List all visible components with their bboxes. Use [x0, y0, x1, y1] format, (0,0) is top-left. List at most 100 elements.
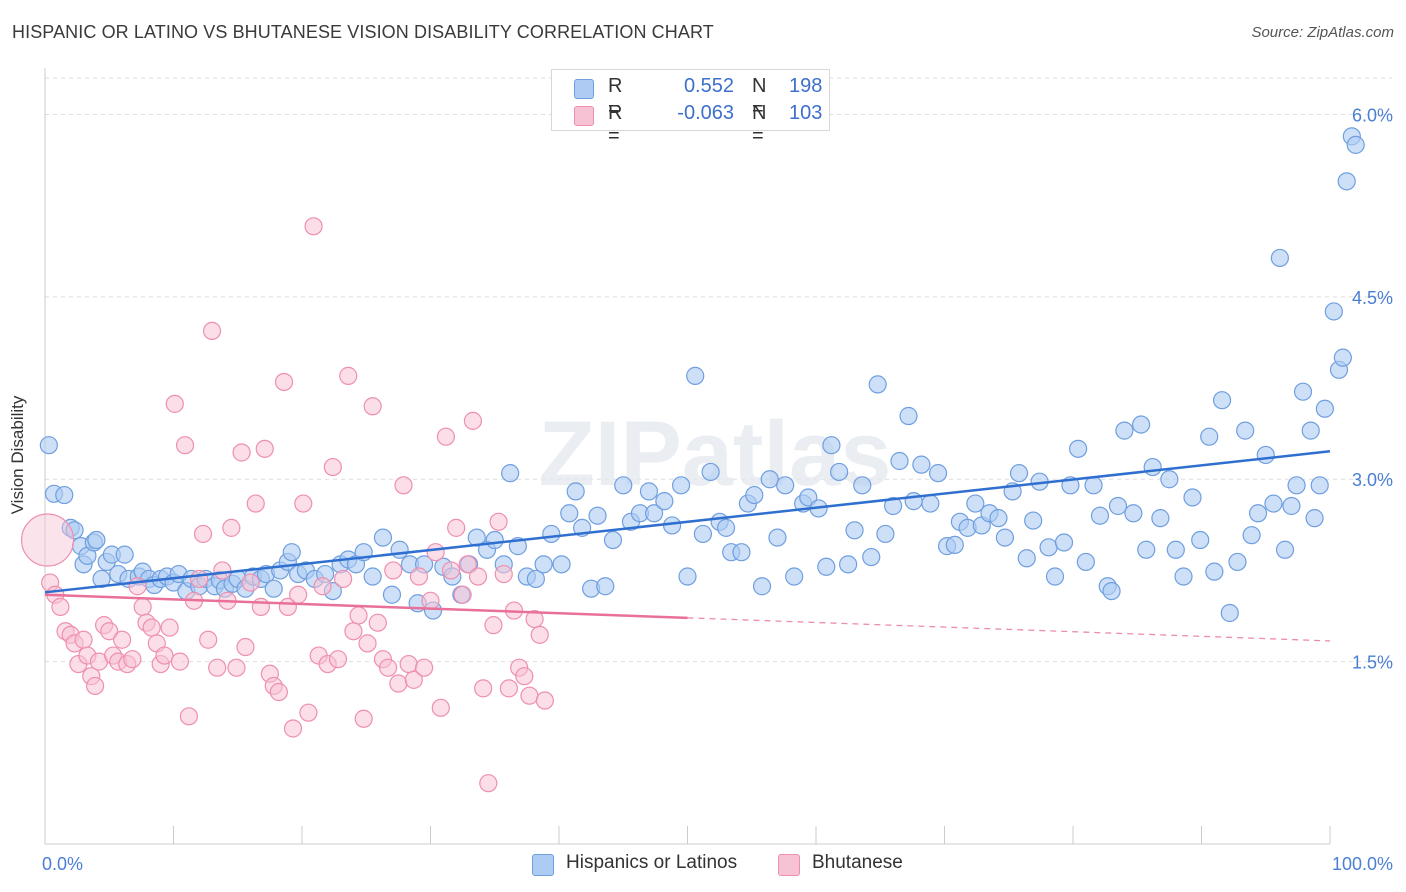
- bhutanese-points: [20, 217, 554, 793]
- data-point-hispanic: [839, 555, 858, 574]
- data-point-hispanic: [732, 543, 751, 562]
- data-point-hispanic: [282, 543, 301, 562]
- data-point-hispanic: [1337, 172, 1356, 191]
- data-point-bhutanese: [499, 679, 518, 698]
- data-point-bhutanese: [236, 637, 255, 657]
- data-point-hispanic: [1115, 421, 1134, 440]
- source-label: Source: ZipAtlas.com: [1251, 24, 1394, 41]
- legend-n-value: 198: [789, 75, 823, 97]
- data-point-hispanic: [534, 555, 553, 574]
- data-point-hispanic: [868, 375, 887, 394]
- data-point-hispanic: [662, 516, 682, 535]
- data-point-hispanic: [745, 485, 764, 505]
- data-point-hispanic: [966, 494, 985, 513]
- data-point-hispanic: [822, 436, 841, 455]
- data-point-hispanic: [526, 569, 545, 589]
- data-point-hispanic: [588, 506, 607, 525]
- data-point-hispanic: [1270, 248, 1289, 268]
- data-point-bhutanese: [299, 703, 318, 722]
- data-point-bhutanese: [20, 513, 75, 567]
- data-point-hispanic: [1191, 530, 1210, 550]
- data-point-bhutanese: [530, 625, 549, 644]
- data-point-hispanic: [1324, 302, 1343, 321]
- data-point-bhutanese: [363, 397, 382, 416]
- x-tick-label-min: 0.0%: [42, 854, 83, 874]
- bottom-legend-swatch-pink: [778, 854, 800, 876]
- data-point-bhutanese: [453, 585, 472, 604]
- data-point-hispanic: [853, 476, 872, 495]
- data-point-bhutanese: [165, 394, 184, 413]
- data-point-hispanic: [1108, 496, 1128, 516]
- data-point-hispanic: [1076, 552, 1095, 572]
- data-point-hispanic: [912, 455, 931, 474]
- data-point-hispanic: [39, 436, 58, 455]
- data-point-hispanic: [1242, 526, 1261, 545]
- data-point-hispanic: [1200, 427, 1219, 446]
- data-point-bhutanese: [354, 709, 373, 728]
- data-point-hispanic: [55, 485, 74, 505]
- data-point-hispanic: [501, 464, 520, 483]
- trend-line-bhutanese: [44, 593, 688, 620]
- data-point-bhutanese: [515, 667, 534, 686]
- data-point-bhutanese: [202, 321, 222, 341]
- data-point-hispanic: [678, 567, 697, 586]
- data-point-hispanic: [1069, 439, 1088, 458]
- data-point-hispanic: [1160, 470, 1179, 489]
- data-point-bhutanese: [179, 707, 199, 726]
- data-point-bhutanese: [468, 567, 488, 586]
- data-point-hispanic: [1017, 549, 1036, 568]
- data-point-bhutanese: [358, 634, 377, 653]
- axes: [44, 68, 1331, 845]
- data-point-hispanic: [1301, 421, 1320, 440]
- bottom-legend-label: Hispanics or Latinos: [566, 852, 738, 873]
- chart-title: HISPANIC OR LATINO VS BHUTANESE VISION D…: [12, 22, 714, 42]
- data-point-hispanic: [1124, 504, 1143, 523]
- data-point-bhutanese: [251, 597, 270, 617]
- bottom-legend-label: Bhutanese: [812, 852, 903, 873]
- legend-swatch-pink: [574, 106, 594, 126]
- data-point-bhutanese: [389, 674, 408, 693]
- data-point-hispanic: [382, 585, 402, 604]
- data-point-hispanic: [560, 504, 579, 523]
- data-point-hispanic: [1236, 421, 1255, 440]
- data-point-hispanic: [752, 577, 772, 596]
- data-point-bhutanese: [313, 577, 332, 596]
- data-point-hispanic: [1228, 552, 1247, 572]
- data-point-hispanic: [671, 476, 691, 495]
- data-point-hispanic: [693, 524, 713, 544]
- data-point-bhutanese: [441, 561, 461, 580]
- data-point-hispanic: [1293, 382, 1313, 401]
- data-point-hispanic: [596, 577, 615, 596]
- legend-n-value: 103: [789, 102, 823, 124]
- data-point-hispanic: [603, 530, 623, 550]
- data-point-bhutanese: [222, 518, 241, 537]
- data-point-hispanic: [1084, 476, 1103, 495]
- data-point-hispanic: [1174, 567, 1193, 586]
- data-point-bhutanese: [232, 443, 251, 462]
- data-point-hispanic: [1310, 476, 1329, 495]
- data-point-hispanic: [995, 528, 1014, 547]
- data-point-hispanic: [1346, 135, 1365, 154]
- data-point-bhutanese: [227, 658, 246, 677]
- data-point-bhutanese: [394, 476, 413, 495]
- data-point-bhutanese: [431, 698, 450, 717]
- data-point-hispanic: [1183, 488, 1202, 507]
- data-point-bhutanese: [520, 686, 539, 705]
- data-point-hispanic: [655, 492, 674, 511]
- data-point-hispanic: [776, 476, 795, 495]
- legend-n-label: N =: [752, 75, 767, 120]
- data-point-bhutanese: [190, 569, 209, 589]
- data-point-bhutanese: [479, 774, 498, 793]
- data-point-hispanic: [1009, 464, 1029, 483]
- data-point-bhutanese: [334, 569, 353, 589]
- data-point-hispanic: [845, 521, 864, 540]
- data-point-bhutanese: [489, 512, 508, 531]
- data-point-bhutanese: [368, 613, 387, 632]
- data-point-hispanic: [566, 482, 585, 501]
- data-point-hispanic: [760, 470, 779, 489]
- data-point-hispanic: [542, 524, 561, 544]
- data-point-hispanic: [1166, 540, 1185, 559]
- data-point-bhutanese: [170, 652, 190, 671]
- data-point-hispanic: [785, 567, 804, 586]
